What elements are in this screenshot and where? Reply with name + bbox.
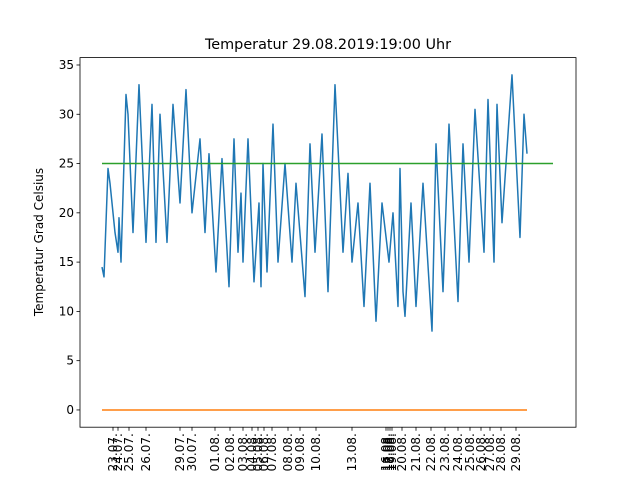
x-tick-label: 26.07.: [139, 433, 153, 471]
y-tick-label: 25: [59, 157, 74, 171]
x-tick-label: 08.08.: [281, 433, 295, 471]
x-tick-label: 23.07.: [106, 433, 120, 471]
y-tick-label: 30: [59, 107, 74, 121]
x-tick-label: 17.08.: [381, 433, 395, 471]
x-tick-label: 05.08.: [251, 433, 265, 471]
data-line: [101, 74, 528, 332]
y-tick-label: 10: [59, 304, 74, 318]
x-tick-label: 29.08.: [509, 433, 523, 471]
x-tick-label: 25.07.: [122, 433, 136, 471]
x-tick-label: 26.08.: [474, 433, 488, 471]
x-tick-label: 20.08.: [395, 433, 409, 471]
y-axis-label: Temperatur Grad Celsius: [32, 168, 46, 317]
x-tick-label: 10.08.: [309, 433, 323, 471]
chart-title: Temperatur 29.08.2019:19:00 Uhr: [204, 37, 451, 53]
x-tick-label: 23.08.: [438, 433, 452, 471]
x-tick-label: 01.08.: [208, 433, 222, 471]
x-tick-label: 18.08.: [383, 433, 397, 471]
x-tick-label: 28.08.: [494, 433, 508, 471]
y-tick-label: 20: [59, 206, 74, 220]
y-tick-label: 5: [66, 354, 74, 368]
y-tick-label: 15: [59, 255, 74, 269]
x-tick-label: 21.08.: [409, 433, 423, 471]
x-tick-label: 02.08.: [223, 433, 237, 471]
y-tick-label: 35: [59, 58, 74, 72]
x-tick-label: 22.08.: [424, 433, 438, 471]
x-tick-label: 24.07.: [111, 433, 125, 471]
y-tick-label: 0: [66, 403, 74, 417]
plot-frame: [79, 57, 577, 428]
x-tick-label: 27.08.: [483, 433, 497, 471]
x-tick-label: 07.08.: [265, 433, 279, 471]
x-tick-label: 24.08.: [451, 433, 465, 471]
x-tick-label: 06.08.: [257, 433, 271, 471]
x-tick-label: 29.07.: [173, 433, 187, 471]
x-tick-label: 09.08.: [293, 433, 307, 471]
x-tick-label: 16.08.: [379, 433, 393, 471]
x-tick-label: 25.08.: [463, 433, 477, 471]
x-tick-label: 19.08.: [385, 433, 399, 471]
x-tick-label: 30.07.: [185, 433, 199, 471]
x-tick-label: 04.08.: [245, 433, 259, 471]
x-tick-label: 03.08.: [236, 433, 250, 471]
x-tick-label: 13.08.: [345, 433, 359, 471]
